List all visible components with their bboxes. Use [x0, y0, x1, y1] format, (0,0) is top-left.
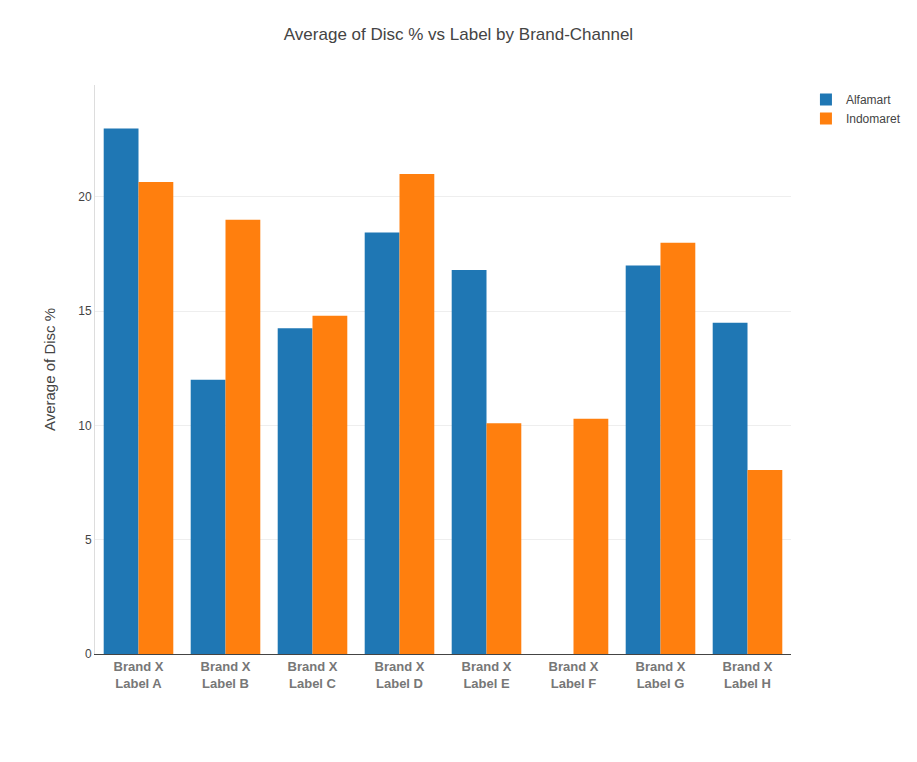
svg-text:Brand XLabel B: Brand XLabel B: [201, 659, 251, 691]
svg-text:15: 15: [78, 304, 92, 318]
svg-text:Alfamart: Alfamart: [846, 93, 891, 107]
svg-text:Brand XLabel F: Brand XLabel F: [549, 659, 599, 691]
svg-text:Brand XLabel G: Brand XLabel G: [636, 659, 686, 691]
svg-text:Average of Disc %: Average of Disc %: [41, 308, 58, 431]
svg-text:Average of Disc % vs Label by: Average of Disc % vs Label by Brand-Chan…: [284, 25, 633, 44]
svg-text:Brand XLabel H: Brand XLabel H: [723, 659, 773, 691]
svg-text:Brand XLabel D: Brand XLabel D: [375, 659, 425, 691]
svg-text:Brand XLabel C: Brand XLabel C: [288, 659, 338, 691]
svg-text:Brand XLabel A: Brand XLabel A: [114, 659, 164, 691]
svg-text:20: 20: [78, 190, 92, 204]
svg-text:Brand XLabel E: Brand XLabel E: [462, 659, 512, 691]
svg-text:5: 5: [85, 533, 92, 547]
svg-text:0: 0: [85, 647, 92, 661]
svg-text:Indomaret: Indomaret: [846, 112, 901, 126]
svg-text:10: 10: [78, 419, 92, 433]
